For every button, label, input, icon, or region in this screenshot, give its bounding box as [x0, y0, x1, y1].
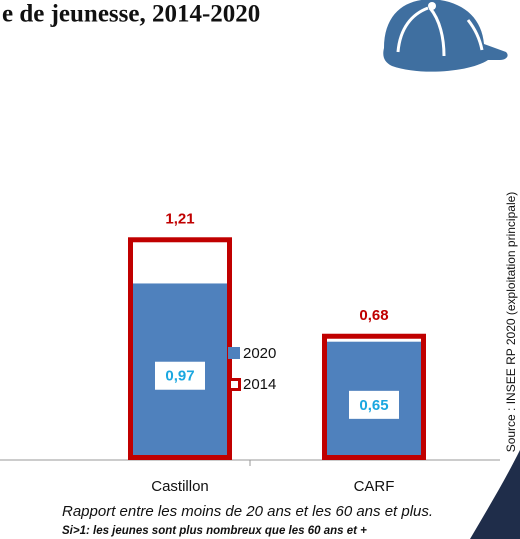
- value-label: 1,21: [165, 211, 194, 228]
- x-tick-label: Castillon: [151, 478, 209, 495]
- label-box: [350, 302, 398, 329]
- cap-icon: [383, 0, 508, 72]
- note: Si>1: les jeunes sont plus nombreux que …: [62, 525, 367, 537]
- caption: Rapport entre les moins de 20 ans et les…: [62, 503, 433, 520]
- source: Source : INSEE RP 2020 (exploitation pri…: [504, 192, 518, 453]
- legend-swatch: [228, 347, 240, 359]
- x-tick-label: CARF: [354, 478, 395, 495]
- value-label: 0,97: [165, 368, 194, 385]
- legend-swatch: [228, 378, 241, 391]
- chart-title: e de jeunesse, 2014-2020: [2, 1, 260, 28]
- label-box: [349, 390, 399, 419]
- corner-decoration: [470, 450, 520, 539]
- label-box: [155, 361, 205, 390]
- legend-label: 2020: [243, 345, 276, 362]
- value-label: 0,68: [359, 307, 388, 324]
- legend-label: 2014: [243, 376, 276, 393]
- value-label: 0,65: [359, 397, 388, 414]
- label-box: [156, 205, 204, 232]
